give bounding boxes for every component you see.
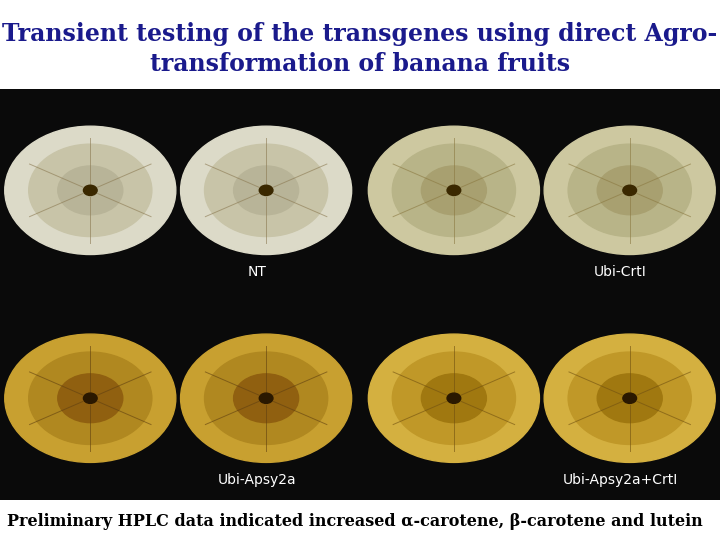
Text: Transient testing of the transgenes using direct Agro-: Transient testing of the transgenes usin… — [2, 22, 718, 46]
Text: transformation of banana fruits: transformation of banana fruits — [150, 52, 570, 76]
Circle shape — [5, 334, 176, 462]
Circle shape — [447, 393, 461, 403]
Bar — [364, 297, 720, 500]
Circle shape — [421, 166, 487, 215]
Circle shape — [84, 185, 97, 195]
Circle shape — [58, 166, 123, 215]
Circle shape — [623, 185, 636, 195]
Circle shape — [369, 334, 539, 462]
Bar — [0, 89, 356, 292]
Circle shape — [447, 185, 461, 195]
Text: Ubi-CrtI: Ubi-CrtI — [594, 266, 647, 280]
Circle shape — [369, 126, 539, 254]
Text: Ubi-Apsy2a: Ubi-Apsy2a — [217, 474, 296, 487]
Bar — [364, 89, 720, 292]
Circle shape — [84, 393, 97, 403]
Circle shape — [623, 393, 636, 403]
Circle shape — [544, 334, 715, 462]
Circle shape — [544, 126, 715, 254]
Circle shape — [568, 144, 691, 237]
Circle shape — [392, 144, 516, 237]
Bar — [0, 89, 720, 500]
Circle shape — [181, 126, 351, 254]
Circle shape — [597, 166, 662, 215]
Text: NT: NT — [247, 266, 266, 280]
Circle shape — [204, 352, 328, 444]
Text: Preliminary HPLC data indicated increased α-carotene, β-carotene and lutein: Preliminary HPLC data indicated increase… — [7, 514, 703, 530]
Circle shape — [421, 374, 487, 423]
Circle shape — [233, 374, 299, 423]
Circle shape — [5, 126, 176, 254]
Text: Ubi-Apsy2a+CrtI: Ubi-Apsy2a+CrtI — [562, 474, 678, 487]
Circle shape — [29, 144, 152, 237]
Circle shape — [29, 352, 152, 444]
Circle shape — [259, 393, 273, 403]
Circle shape — [392, 352, 516, 444]
Circle shape — [568, 352, 691, 444]
Bar — [0, 297, 356, 500]
Circle shape — [58, 374, 123, 423]
Circle shape — [233, 166, 299, 215]
Circle shape — [259, 185, 273, 195]
Circle shape — [204, 144, 328, 237]
Circle shape — [181, 334, 351, 462]
Circle shape — [597, 374, 662, 423]
